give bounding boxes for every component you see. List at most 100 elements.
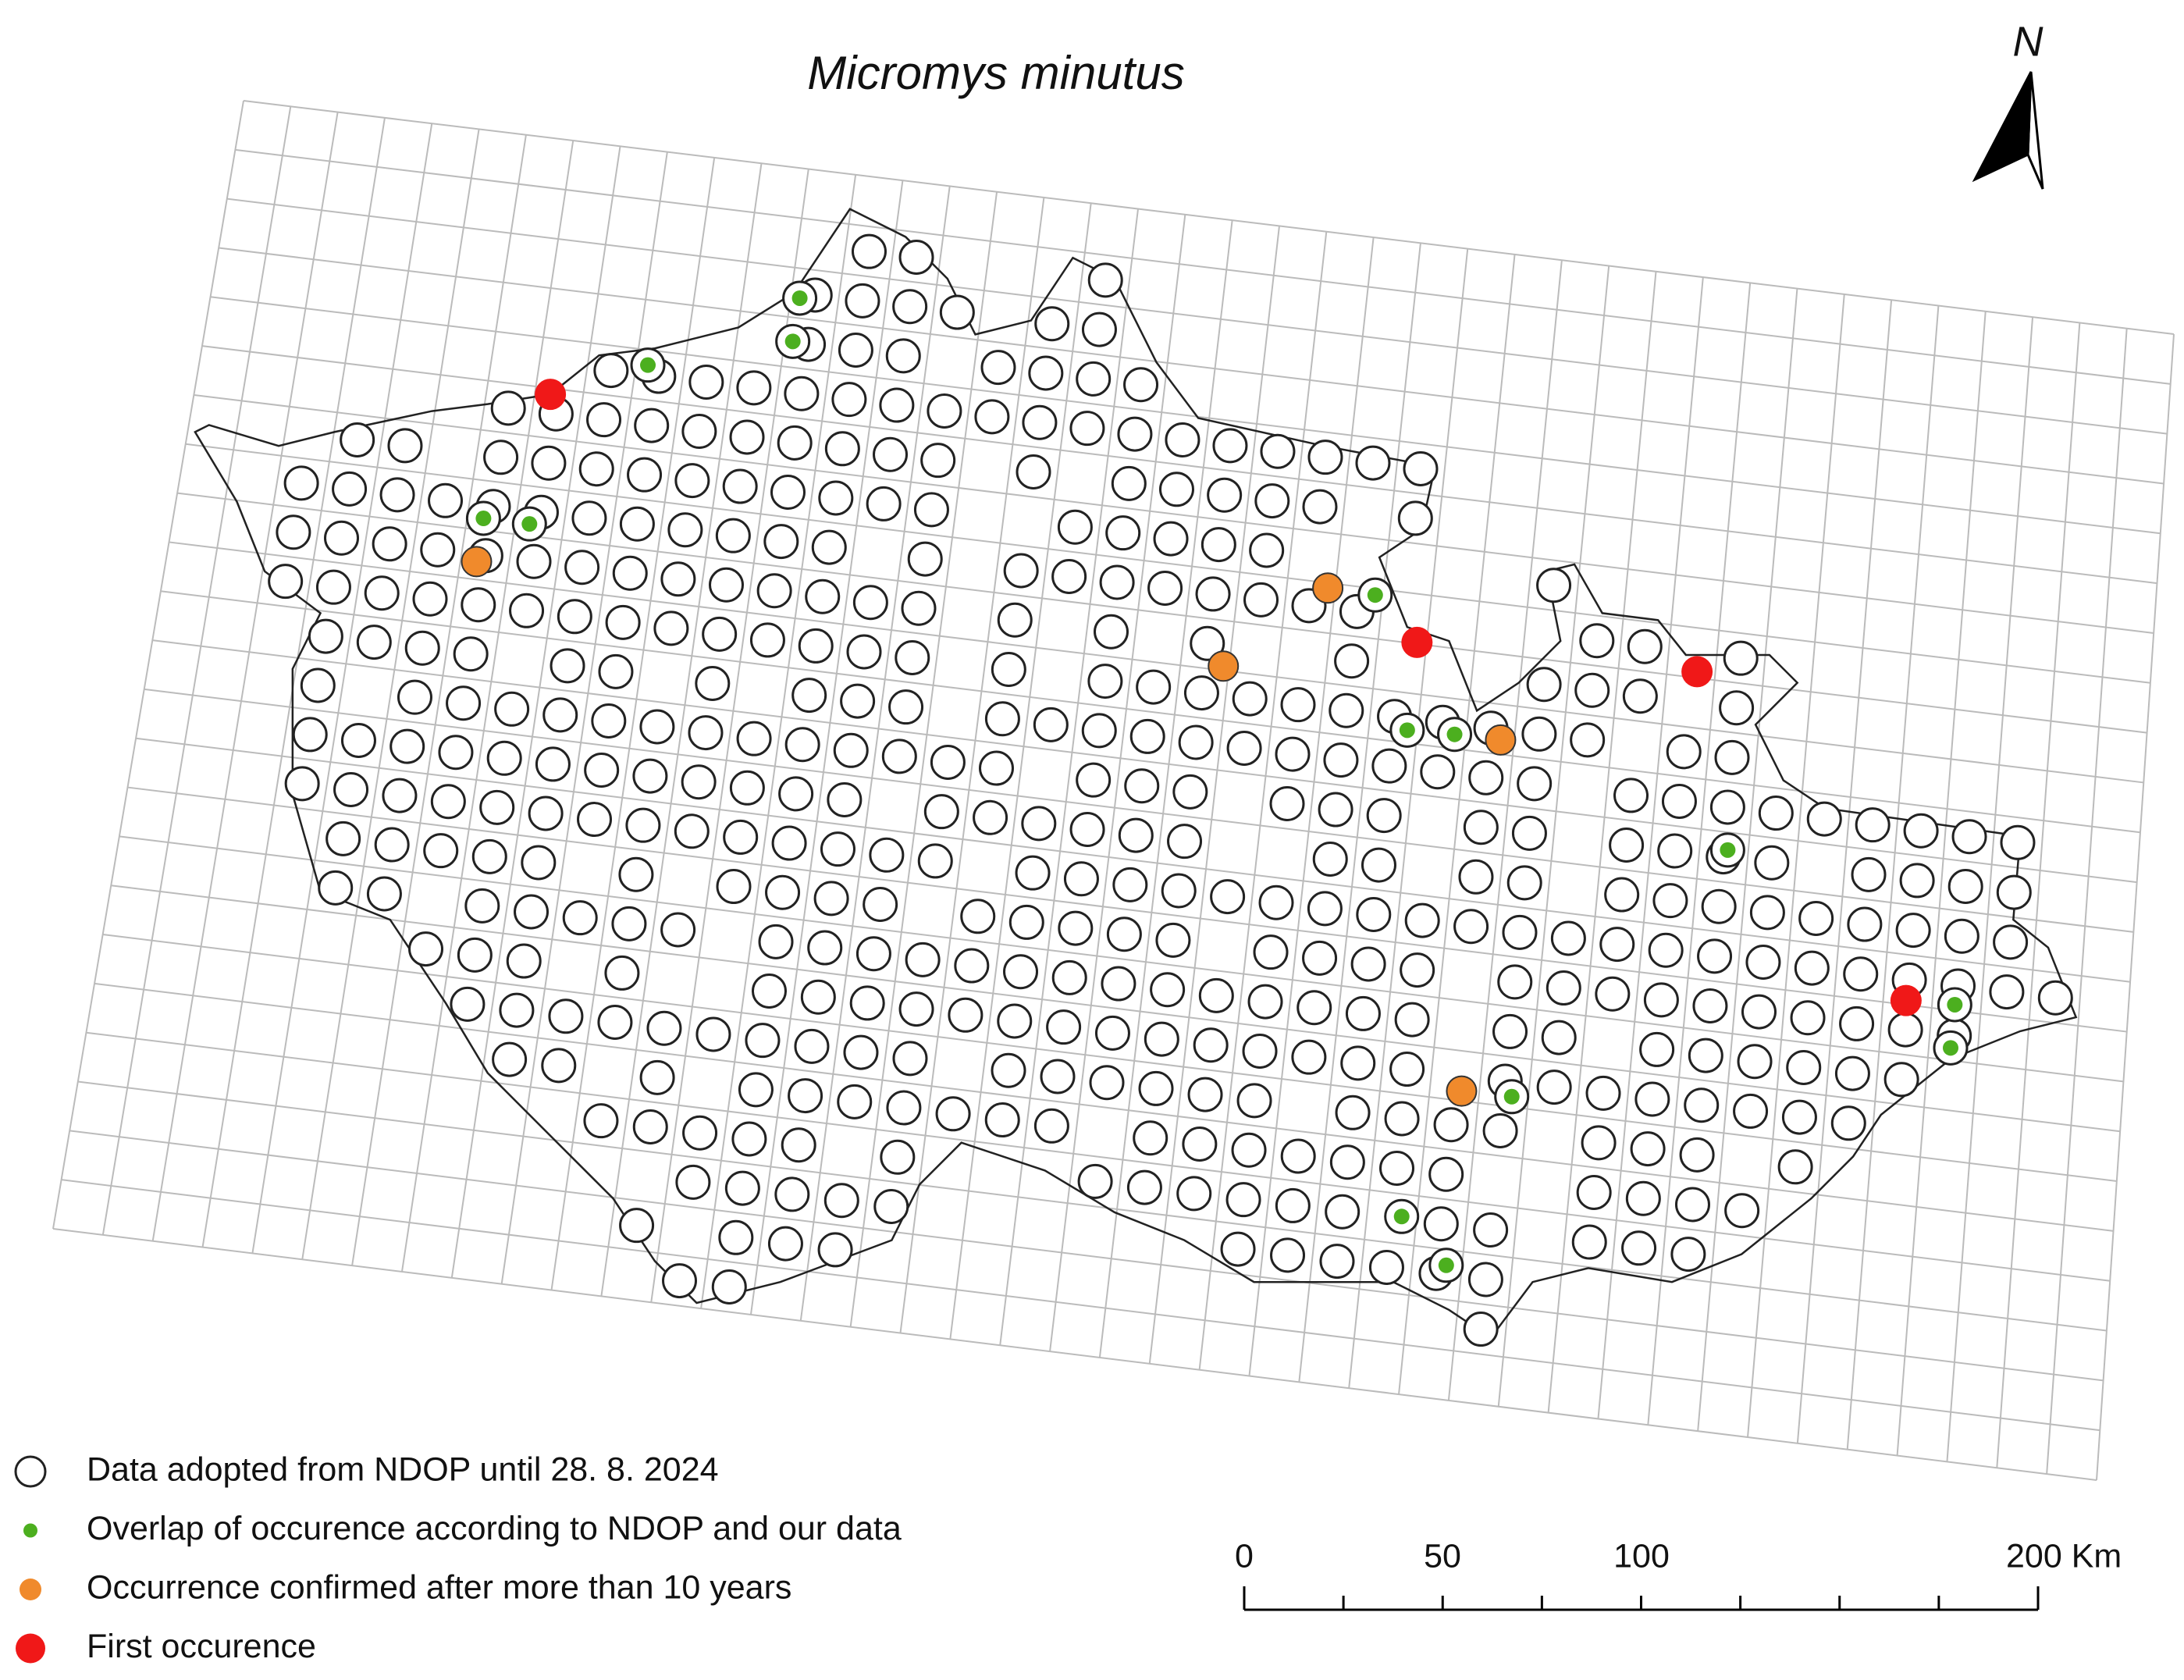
ndop-record xyxy=(1777,1149,1813,1185)
ndop-record xyxy=(984,701,1020,737)
grid-line xyxy=(301,129,480,1260)
ndop-record xyxy=(1517,766,1553,802)
ndop-record xyxy=(1497,964,1533,1000)
grid-line xyxy=(650,169,809,1303)
ndop-record xyxy=(751,973,787,1009)
ndop-record xyxy=(577,802,613,838)
ndop-record xyxy=(1034,306,1070,342)
ndop-record xyxy=(1576,1174,1612,1210)
scale-label: 200 Km xyxy=(2006,1537,2122,1575)
ndop-record xyxy=(1482,1112,1518,1148)
grid-line xyxy=(949,203,1092,1340)
ndop-record xyxy=(849,985,885,1021)
ndop-record xyxy=(619,1208,655,1244)
ndop-record xyxy=(846,634,882,670)
ndop-record xyxy=(490,390,526,426)
legend: Data adopted from NDOP until 28. 8. 2024… xyxy=(14,1450,902,1665)
ndop-record xyxy=(1714,739,1750,775)
ndop-record xyxy=(1195,576,1231,612)
ndop-record xyxy=(1231,1132,1267,1168)
ndop-record xyxy=(1639,1031,1675,1067)
confirmed-marker xyxy=(461,546,493,578)
grid-line xyxy=(700,174,857,1309)
ndop-record xyxy=(1187,1077,1223,1112)
ndop-record xyxy=(492,1041,528,1077)
ndop-record xyxy=(805,578,841,614)
ndop-record xyxy=(1719,690,1755,726)
ndop-record xyxy=(1749,895,1785,931)
ndop-record xyxy=(960,899,996,934)
overlap-marker xyxy=(521,516,538,532)
ndop-record xyxy=(438,735,474,771)
ndop-record xyxy=(729,419,765,455)
confirmed-marker xyxy=(1446,1075,1478,1107)
ndop-record xyxy=(1335,1094,1371,1130)
ndop-record xyxy=(935,1096,971,1132)
ndop-record xyxy=(1147,570,1183,606)
ndop-record xyxy=(372,526,407,562)
ndop-record xyxy=(1099,564,1135,600)
ndop-record xyxy=(531,445,567,481)
grid-line xyxy=(177,492,2147,734)
ndop-record xyxy=(593,353,629,389)
ndop-record xyxy=(954,948,990,984)
ndop-record xyxy=(1016,454,1051,490)
ndop-record xyxy=(292,717,328,753)
ndop-record xyxy=(791,678,827,714)
ndop-record xyxy=(1400,952,1435,988)
ndop-record xyxy=(688,715,724,751)
ndop-record xyxy=(1621,1230,1657,1266)
ndop-record xyxy=(397,679,432,715)
ndop-record xyxy=(807,930,843,966)
ndop-record xyxy=(798,628,834,664)
grid-line xyxy=(1398,254,1516,1395)
grid-line xyxy=(2096,333,2175,1481)
ndop-record xyxy=(528,796,564,831)
overlap-marker xyxy=(1446,726,1463,742)
ndop-record xyxy=(880,1139,916,1175)
ndop-record xyxy=(1183,675,1219,711)
ndop-record xyxy=(1307,891,1343,927)
ndop-record xyxy=(356,625,392,660)
ndop-record xyxy=(1081,713,1117,749)
ndop-record xyxy=(1648,932,1684,968)
ndop-record xyxy=(605,604,641,640)
ndop-record xyxy=(1129,718,1165,754)
ndop-record xyxy=(340,723,376,759)
ndop-record xyxy=(1701,888,1737,924)
ndop-record xyxy=(1021,806,1057,842)
ndop-record xyxy=(1167,824,1203,860)
ndop-record xyxy=(813,881,849,917)
ndop-record xyxy=(516,543,552,579)
ndop-record xyxy=(660,912,696,948)
ndop-record xyxy=(1526,667,1562,703)
ndop-record xyxy=(1101,966,1136,1002)
legend-symbol xyxy=(23,1523,37,1538)
confirmed-marker xyxy=(1312,572,1344,604)
ndop-record xyxy=(1356,897,1392,933)
ndop-record xyxy=(1404,902,1440,938)
ndop-record xyxy=(550,648,585,684)
grid-line xyxy=(1198,231,1328,1370)
ndop-record xyxy=(1028,355,1064,391)
ndop-record xyxy=(632,758,668,794)
ndop-record xyxy=(2000,824,2036,860)
ndop-record xyxy=(598,653,634,689)
ndop-record xyxy=(1329,1144,1365,1180)
ndop-record xyxy=(851,233,887,269)
ndop-record xyxy=(1089,1065,1125,1101)
ndop-record xyxy=(1069,811,1105,847)
ndop-record xyxy=(1076,361,1112,397)
grid-line xyxy=(201,345,2157,585)
ndop-record xyxy=(1022,404,1058,440)
ndop-record xyxy=(778,776,814,812)
ndop-record xyxy=(1040,1059,1076,1094)
ndop-record xyxy=(324,520,360,556)
ndop-record xyxy=(682,1115,718,1151)
ndop-record xyxy=(738,1072,774,1108)
grid-line xyxy=(1846,305,1940,1450)
ndop-record xyxy=(1724,1193,1760,1229)
grid-line xyxy=(1049,214,1186,1352)
grid-line xyxy=(400,140,574,1272)
grid-line xyxy=(1547,271,1657,1413)
